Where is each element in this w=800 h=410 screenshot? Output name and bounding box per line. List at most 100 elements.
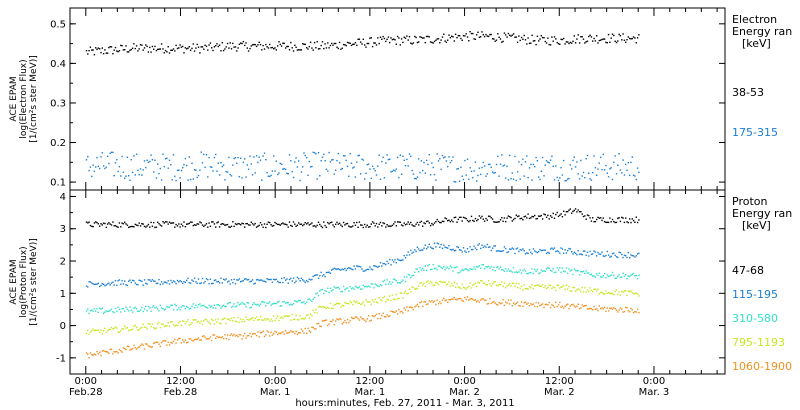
data-point xyxy=(432,301,434,303)
data-point xyxy=(105,350,107,353)
data-point xyxy=(441,299,444,301)
data-point xyxy=(435,281,437,284)
data-point xyxy=(607,310,610,312)
data-point xyxy=(390,225,392,227)
data-point xyxy=(336,268,338,270)
data-point xyxy=(211,47,213,49)
data-point xyxy=(578,253,581,255)
data-point xyxy=(502,299,504,301)
data-point xyxy=(560,247,562,249)
data-point xyxy=(317,277,320,279)
data-point xyxy=(183,221,185,223)
data-point xyxy=(273,224,275,227)
data-point xyxy=(126,156,129,158)
data-point xyxy=(331,221,333,223)
data-point xyxy=(292,277,295,279)
data-point xyxy=(120,226,122,228)
data-point xyxy=(312,49,314,51)
data-point xyxy=(176,47,179,50)
data-point xyxy=(458,35,461,37)
data-point xyxy=(448,299,450,301)
data-point xyxy=(87,286,89,288)
data-point xyxy=(390,171,392,173)
data-point xyxy=(93,170,96,173)
data-point xyxy=(439,301,441,303)
data-point xyxy=(593,250,595,252)
data-point xyxy=(340,306,342,308)
data-point xyxy=(222,304,225,307)
data-point xyxy=(131,47,134,49)
data-point xyxy=(162,308,164,310)
data-point xyxy=(527,302,529,304)
data-point xyxy=(158,278,160,281)
data-point xyxy=(486,266,488,268)
data-point xyxy=(465,288,467,291)
data-point xyxy=(201,162,204,164)
data-point xyxy=(613,34,615,37)
data-point xyxy=(588,291,590,293)
data-point xyxy=(233,303,235,305)
data-point xyxy=(374,314,376,317)
data-point xyxy=(95,354,97,356)
data-point xyxy=(482,263,484,266)
data-point xyxy=(379,178,382,180)
data-point xyxy=(286,45,288,48)
data-point xyxy=(348,42,350,44)
data-point xyxy=(250,45,252,47)
data-point xyxy=(179,280,181,282)
data-point xyxy=(538,40,540,42)
data-point xyxy=(406,306,408,308)
data-point xyxy=(85,310,88,312)
data-point xyxy=(186,342,188,344)
data-point xyxy=(288,49,291,51)
data-point xyxy=(395,168,397,170)
data-point xyxy=(600,308,602,310)
data-point xyxy=(510,178,512,180)
data-point xyxy=(213,304,216,306)
data-point xyxy=(117,226,119,228)
data-point xyxy=(251,44,254,46)
data-point xyxy=(478,36,481,38)
data-point xyxy=(323,153,325,156)
data-point xyxy=(543,213,545,215)
data-point xyxy=(246,47,248,49)
data-point xyxy=(280,163,283,165)
data-point xyxy=(302,279,304,281)
data-point xyxy=(295,330,297,332)
data-point xyxy=(342,321,345,324)
data-point xyxy=(352,43,354,46)
data-point xyxy=(576,161,578,163)
data-point xyxy=(333,173,335,175)
data-point xyxy=(501,268,503,271)
data-point xyxy=(323,292,325,295)
data-point xyxy=(474,161,477,163)
data-point xyxy=(629,311,631,313)
y-tick-label: 0.2 xyxy=(50,138,66,149)
data-point xyxy=(377,165,379,167)
legend-title: [keV] xyxy=(742,219,771,232)
data-point xyxy=(379,317,382,320)
data-point xyxy=(556,305,558,308)
data-point xyxy=(592,309,594,311)
data-point xyxy=(476,248,478,251)
data-point xyxy=(580,307,582,309)
data-point xyxy=(499,302,502,305)
data-point xyxy=(404,257,407,259)
data-point xyxy=(561,38,564,41)
data-point xyxy=(207,307,209,309)
data-point xyxy=(460,287,462,290)
data-point xyxy=(524,288,527,290)
data-point xyxy=(585,291,587,293)
data-point xyxy=(342,43,345,46)
data-point xyxy=(410,221,412,224)
data-point xyxy=(121,351,123,353)
data-point xyxy=(282,168,284,170)
data-point xyxy=(88,312,90,315)
data-point xyxy=(494,221,496,223)
data-point xyxy=(366,164,368,166)
data-point xyxy=(439,265,441,267)
data-point xyxy=(337,47,339,50)
data-point xyxy=(274,330,276,333)
data-point xyxy=(573,286,575,289)
data-point xyxy=(288,304,291,306)
